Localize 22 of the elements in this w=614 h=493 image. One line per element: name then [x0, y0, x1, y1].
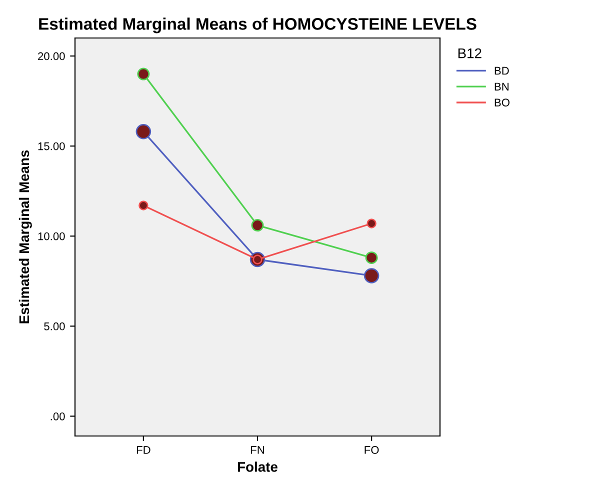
- point: [137, 68, 150, 80]
- point: [364, 268, 380, 284]
- legend-title: B12: [458, 48, 482, 58]
- x-axis-title: Folate: [238, 462, 278, 472]
- point: [366, 218, 376, 228]
- point: [138, 200, 148, 210]
- x-tick-label: FN: [251, 446, 264, 454]
- x-tick-label: FO: [364, 446, 379, 454]
- point: [136, 124, 152, 140]
- legend-label: BD: [494, 66, 509, 75]
- y-tick-label: 10.00: [38, 232, 65, 240]
- x-tick-label: FD: [136, 446, 150, 454]
- y-tick-label: .00: [50, 412, 65, 420]
- legend-label: BN: [494, 82, 508, 90]
- y-axis-title: Estimated Marginal Means: [18, 150, 32, 324]
- y-tick-label: 5.00: [44, 322, 65, 330]
- chart-title: Estimated Marginal Means of HOMOCYSTEINE LEVELS: [39, 18, 476, 34]
- y-tick-label: 20.00: [38, 52, 65, 60]
- point: [365, 251, 378, 264]
- point: [251, 219, 264, 232]
- legend-label: BO: [494, 98, 510, 106]
- y-tick-label: 15.00: [38, 142, 65, 150]
